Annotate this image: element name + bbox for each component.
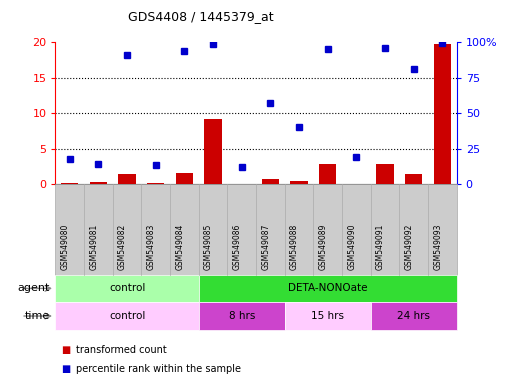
Bar	[434, 44, 451, 184]
Text: GSM549093: GSM549093	[433, 223, 442, 270]
Text: 8 hrs: 8 hrs	[229, 311, 255, 321]
Text: DETA-NONOate: DETA-NONOate	[288, 283, 367, 293]
Text: GSM549084: GSM549084	[175, 223, 184, 270]
Text: GSM549091: GSM549091	[376, 223, 385, 270]
Bar	[61, 183, 78, 184]
Text: GSM549082: GSM549082	[118, 224, 127, 270]
Text: GSM549086: GSM549086	[233, 223, 242, 270]
Bar	[176, 173, 193, 184]
Bar	[319, 164, 336, 184]
Text: GSM549085: GSM549085	[204, 223, 213, 270]
Text: ■: ■	[61, 364, 70, 374]
Bar	[405, 174, 422, 184]
Bar	[147, 183, 164, 184]
Text: GSM549083: GSM549083	[147, 223, 156, 270]
Text: percentile rank within the sample: percentile rank within the sample	[76, 364, 241, 374]
Text: agent: agent	[18, 283, 50, 293]
Bar	[204, 119, 222, 184]
Text: transformed count: transformed count	[76, 345, 166, 355]
Text: time: time	[25, 311, 50, 321]
Text: GSM549090: GSM549090	[347, 223, 356, 270]
Text: GSM549092: GSM549092	[405, 223, 414, 270]
Text: 15 hrs: 15 hrs	[311, 311, 344, 321]
Bar	[262, 179, 279, 184]
Text: GDS4408 / 1445379_at: GDS4408 / 1445379_at	[128, 10, 274, 23]
Bar	[376, 164, 394, 184]
Bar	[290, 182, 308, 184]
Text: control: control	[109, 311, 145, 321]
Text: GSM549088: GSM549088	[290, 224, 299, 270]
Text: GSM549080: GSM549080	[61, 223, 70, 270]
Text: control: control	[109, 283, 145, 293]
Text: ■: ■	[61, 345, 70, 355]
Text: GSM549087: GSM549087	[261, 223, 270, 270]
Bar	[90, 182, 107, 184]
Text: GSM549089: GSM549089	[319, 223, 328, 270]
Text: GSM549081: GSM549081	[89, 224, 98, 270]
Text: 24 hrs: 24 hrs	[397, 311, 430, 321]
Bar	[118, 174, 136, 184]
